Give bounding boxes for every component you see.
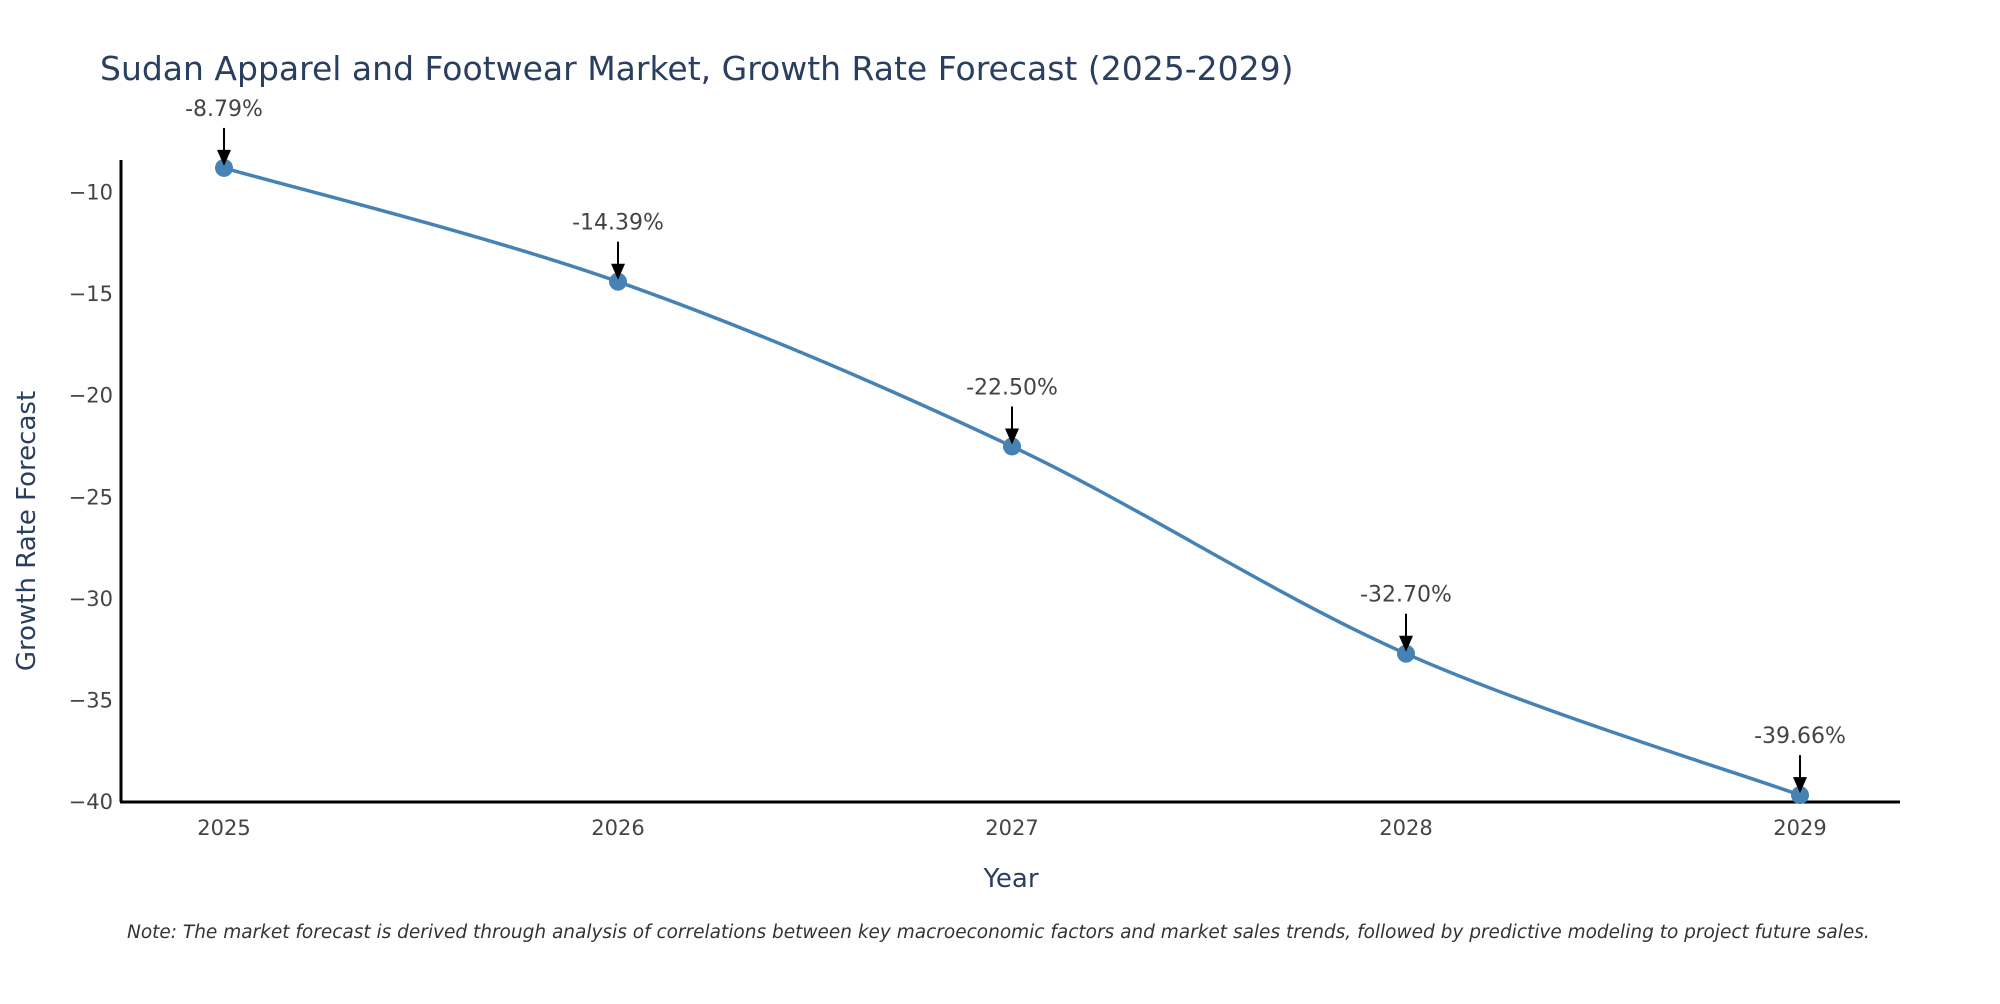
data-label: -14.39% xyxy=(572,211,664,236)
y-tick-label: −25 xyxy=(69,485,113,509)
data-point xyxy=(609,272,627,291)
data-label: -39.66% xyxy=(1754,724,1846,749)
data-annotations: -8.79% -14.39% -22.50% -32.70% -39.66% xyxy=(185,97,1846,794)
x-tick-label: 2027 xyxy=(985,816,1038,840)
y-axis-title: Growth Rate Forecast xyxy=(12,391,42,671)
series-line xyxy=(223,166,1801,797)
chart-note: Note: The market forecast is derived thr… xyxy=(127,922,1870,943)
x-tick-label: 2025 xyxy=(197,816,250,840)
annotation-arrow-head xyxy=(1005,428,1019,445)
data-point xyxy=(215,158,233,177)
data-label: -22.50% xyxy=(966,375,1058,400)
y-tick-label: −30 xyxy=(69,587,113,611)
y-tick-label: −35 xyxy=(69,688,113,712)
x-tick-label: 2028 xyxy=(1379,816,1432,840)
data-point xyxy=(1397,644,1415,663)
data-point xyxy=(1791,786,1809,805)
data-markers xyxy=(215,158,1809,805)
data-label: -32.70% xyxy=(1360,583,1452,608)
annotation-arrow-head xyxy=(1793,777,1807,794)
x-axis-title: Year xyxy=(982,864,1038,894)
data-point xyxy=(1003,437,1021,456)
data-label: -8.79% xyxy=(185,97,263,122)
x-tick-label: 2026 xyxy=(591,816,644,840)
y-tick-label: −10 xyxy=(69,181,113,205)
chart-title: Sudan Apparel and Footwear Market, Growt… xyxy=(100,49,1293,88)
x-tick-label: 2029 xyxy=(1773,816,1826,840)
x-axis-ticks: 2025 2026 2027 2028 2029 xyxy=(197,816,1826,840)
y-tick-label: −40 xyxy=(69,790,113,814)
annotation-arrow-head xyxy=(611,263,625,280)
y-tick-label: −20 xyxy=(69,384,113,408)
annotation-arrow-head xyxy=(217,149,231,166)
y-tick-label: −15 xyxy=(69,282,113,306)
annotation-arrow-head xyxy=(1399,635,1413,652)
y-axis-ticks: −10 −15 −20 −25 −30 −35 −40 xyxy=(69,181,113,814)
